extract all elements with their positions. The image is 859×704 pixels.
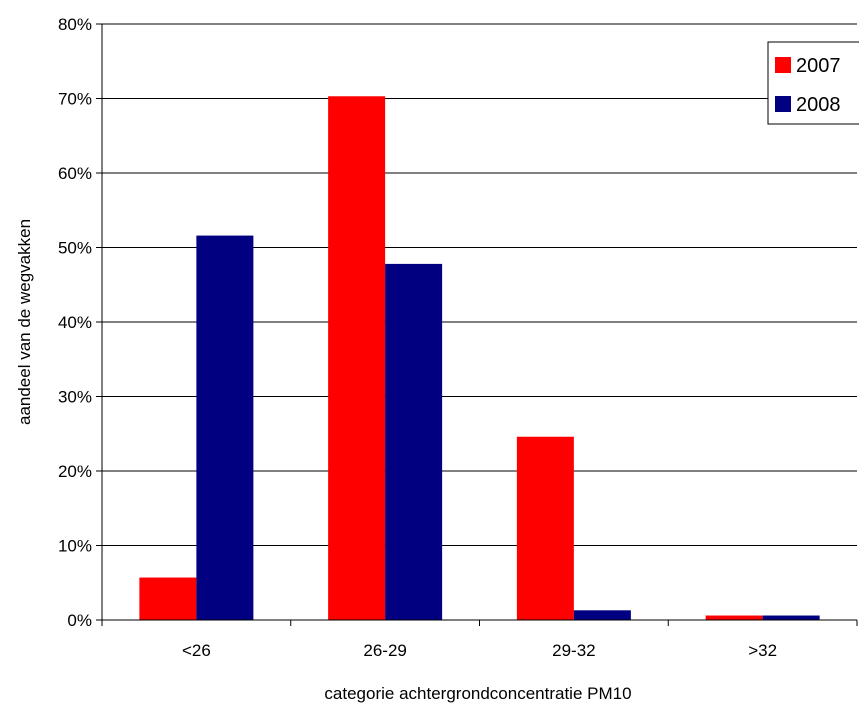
bar-2007-2 [516,436,574,620]
y-tick-label: 0% [67,611,92,630]
x-tick-label: 26-29 [363,641,406,660]
y-axis-title: aandeel van de wegvakken [15,219,34,425]
y-tick-label: 70% [58,90,92,109]
x-tick-label: <26 [182,641,211,660]
bar-2008-0 [196,235,254,620]
legend: 2007 2008 [767,41,859,125]
y-tick-label: 20% [58,462,92,481]
legend-swatch-2008 [775,96,791,112]
bars [139,96,820,620]
bar-2007-1 [328,96,386,620]
legend-swatch-2007 [775,57,791,73]
bar-2008-2 [573,610,631,620]
y-tick-label: 60% [58,164,92,183]
bar-2007-0 [139,577,197,620]
y-tick-label: 50% [58,239,92,258]
y-tick-label: 80% [58,15,92,34]
bar-2008-1 [385,263,443,620]
bar-2008-3 [762,615,820,620]
x-axis-ticks: <26 26-29 29-32 >32 [101,620,858,660]
x-tick-label: >32 [748,641,777,660]
x-axis-title: categorie achtergrondconcentratie PM10 [324,684,631,703]
y-tick-label: 10% [58,537,92,556]
y-tick-label: 30% [58,388,92,407]
legend-label-2007: 2007 [796,55,841,77]
legend-label-2008: 2008 [796,94,841,116]
x-tick-label: 29-32 [552,641,595,660]
y-axis-ticks: 0% 10% 20% 30% 40% 50% 60% 70% 80% [58,15,102,630]
bar-2007-3 [705,615,763,620]
y-tick-label: 40% [58,313,92,332]
